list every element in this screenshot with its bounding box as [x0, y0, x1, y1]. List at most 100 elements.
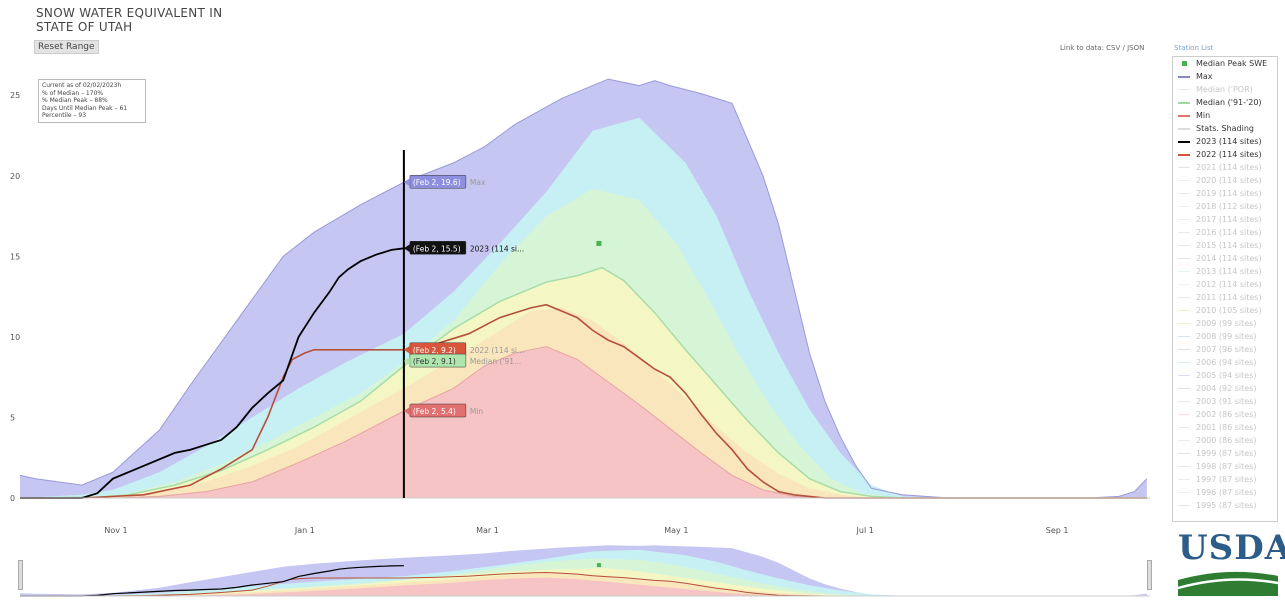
tooltip-max: (Feb 2, 19.6) Max	[403, 174, 486, 189]
legend-item[interactable]: 2016 (114 sites)	[1173, 226, 1277, 239]
legend-item[interactable]: Median ('POR)	[1173, 83, 1277, 96]
usda-logo-swoosh	[1177, 571, 1279, 596]
legend-label: 2022 (114 sites)	[1196, 150, 1262, 159]
y-tick-label: 0	[10, 494, 15, 503]
legend-item[interactable]: Median Peak SWE	[1173, 57, 1277, 70]
chart-title-line2: STATE OF UTAH	[36, 20, 133, 34]
legend-item[interactable]: 2015 (114 sites)	[1173, 239, 1277, 252]
nav-band	[20, 577, 1147, 596]
legend-item[interactable]: 2006 (94 sites)	[1173, 356, 1277, 369]
legend-item[interactable]: 2020 (114 sites)	[1173, 174, 1277, 187]
x-tick-label: Jul 1	[856, 526, 874, 535]
link-to-data[interactable]: Link to data: CSV / JSON	[1060, 44, 1145, 52]
legend-swatch	[1178, 336, 1190, 337]
legend-item[interactable]: 2022 (114 sites)	[1173, 148, 1277, 161]
series-2022-line	[20, 303, 1147, 499]
legend-item[interactable]: 2014 (114 sites)	[1173, 252, 1277, 265]
usda-logo: USDA	[1177, 528, 1285, 596]
legend-item[interactable]: 2021 (114 sites)	[1173, 161, 1277, 174]
legend-item[interactable]: 1996 (87 sites)	[1173, 486, 1277, 499]
legend-label: 2016 (114 sites)	[1196, 228, 1262, 237]
legend-label: Stats. Shading	[1196, 124, 1255, 133]
legend-item[interactable]: 1995 (87 sites)	[1173, 499, 1277, 512]
legend-item[interactable]: 2011 (114 sites)	[1173, 291, 1277, 304]
legend-swatch	[1178, 466, 1190, 467]
series-2023-line	[20, 247, 405, 499]
stats-line: Percentile – 93	[42, 112, 87, 119]
navigator-right-handle[interactable]	[1147, 560, 1152, 590]
legend-item[interactable]: 2008 (99 sites)	[1173, 330, 1277, 343]
legend-item[interactable]: Max	[1173, 70, 1277, 83]
legend-item[interactable]: 2003 (91 sites)	[1173, 395, 1277, 408]
x-tick-label: Nov 1	[104, 526, 127, 535]
legend-item[interactable]: 2005 (94 sites)	[1173, 369, 1277, 382]
legend-swatch	[1178, 492, 1190, 493]
tooltip-median: (Feb 2, 9.1) Median ('91...	[403, 353, 521, 368]
y-axis: 0 5 10 15 20 25	[10, 91, 20, 503]
legend-item[interactable]: 2023 (114 sites)	[1173, 135, 1277, 148]
tooltip-min-series: Min	[470, 407, 484, 416]
legend-item[interactable]: 2001 (86 sites)	[1173, 421, 1277, 434]
x-tick-label: May 1	[664, 526, 688, 535]
median-peak-marker	[596, 240, 602, 246]
chart-legend: Median Peak SWE Max Median ('POR) Median ('…	[1172, 56, 1278, 522]
legend-label: 2000 (86 sites)	[1196, 436, 1257, 445]
navigator-chart[interactable]	[0, 544, 1170, 599]
tooltip-min-value: (Feb 2, 5.4)	[413, 407, 456, 416]
legend-item[interactable]: Median ('91-'20)	[1173, 96, 1277, 109]
nav-line-2022	[20, 571, 1147, 597]
legend-label: Median Peak SWE	[1196, 59, 1268, 68]
legend-item[interactable]: Min	[1173, 109, 1277, 122]
legend-label: 2012 (114 sites)	[1196, 280, 1262, 289]
legend-item[interactable]: 2018 (112 sites)	[1173, 200, 1277, 213]
legend-item[interactable]: 2009 (99 sites)	[1173, 317, 1277, 330]
legend-label: 2011 (114 sites)	[1196, 293, 1262, 302]
stats-line: % of Median – 170%	[42, 89, 104, 97]
legend-label: 1996 (87 sites)	[1196, 488, 1257, 497]
legend-swatch	[1178, 258, 1190, 259]
main-chart[interactable]: 0 5 10 15 20 25 Nov 1 Jan 1 Mar 1 May 1 Jul 1 Sep …	[0, 0, 1170, 545]
legend-item[interactable]: 2000 (86 sites)	[1173, 434, 1277, 447]
reset-range-button[interactable]: Reset Range	[34, 40, 99, 54]
legend-item[interactable]: 2019 (114 sites)	[1173, 187, 1277, 200]
legend-swatch	[1178, 271, 1190, 272]
legend-swatch	[1178, 167, 1190, 168]
series-lines	[19, 78, 1148, 499]
stats-line: Current as of 02/02/2023h	[42, 82, 122, 89]
legend-swatch	[1178, 401, 1190, 402]
tooltip-median-series: Median ('91...	[470, 357, 521, 366]
legend-label: 1995 (87 sites)	[1196, 501, 1257, 510]
legend-label: 2007 (96 sites)	[1196, 345, 1257, 354]
legend-item[interactable]: 2017 (114 sites)	[1173, 213, 1277, 226]
legend-swatch	[1182, 61, 1187, 66]
legend-label: 2021 (114 sites)	[1196, 163, 1262, 172]
navigator-left-handle[interactable]	[18, 560, 23, 590]
stats-box: Current as of 02/02/2023h % of Median – …	[38, 79, 146, 123]
legend-swatch	[1178, 375, 1190, 376]
nav-line-2023	[20, 565, 404, 597]
y-tick-label: 25	[10, 91, 20, 100]
legend-item[interactable]: 2007 (96 sites)	[1173, 343, 1277, 356]
legend-item[interactable]: 1998 (87 sites)	[1173, 460, 1277, 473]
legend-item[interactable]: 2004 (92 sites)	[1173, 382, 1277, 395]
legend-swatch	[1178, 245, 1190, 246]
legend-item[interactable]: 1997 (87 sites)	[1173, 473, 1277, 486]
legend-swatch	[1178, 140, 1190, 143]
legend-item[interactable]: 2002 (86 sites)	[1173, 408, 1277, 421]
station-list-link[interactable]: Station List	[1174, 44, 1214, 52]
usda-logo-text: USDA	[1178, 528, 1285, 568]
nav-median-peak	[596, 563, 601, 568]
legend-swatch	[1178, 219, 1190, 220]
legend-item[interactable]: 2013 (114 sites)	[1173, 265, 1277, 278]
legend-item[interactable]: 2012 (114 sites)	[1173, 278, 1277, 291]
legend-item[interactable]: 2010 (105 sites)	[1173, 304, 1277, 317]
legend-label: 2018 (112 sites)	[1196, 202, 1262, 211]
legend-item[interactable]: Stats. Shading	[1173, 122, 1277, 135]
legend-label: 2008 (99 sites)	[1196, 332, 1257, 341]
legend-swatch	[1178, 206, 1190, 207]
legend-label: 2003 (91 sites)	[1196, 397, 1257, 406]
legend-swatch	[1178, 349, 1190, 350]
tooltip-max-value: (Feb 2, 19.6)	[413, 178, 461, 187]
stats-line: Days Until Median Peak – 61	[42, 104, 128, 112]
legend-item[interactable]: 1999 (87 sites)	[1173, 447, 1277, 460]
